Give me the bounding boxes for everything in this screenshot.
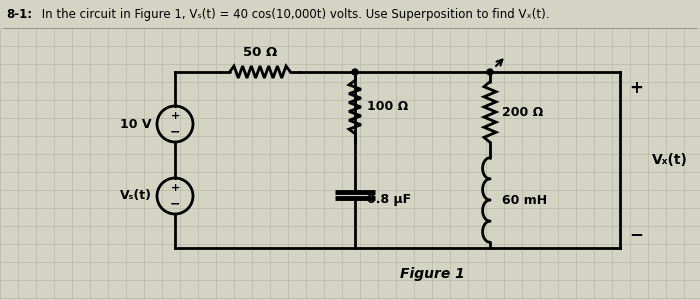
Circle shape	[352, 69, 358, 75]
Text: 60 mH: 60 mH	[502, 194, 547, 206]
Text: 10 V: 10 V	[120, 118, 152, 130]
Text: +: +	[170, 111, 180, 122]
Text: −: −	[629, 225, 643, 243]
Text: Vₛ(t): Vₛ(t)	[120, 190, 152, 202]
Text: −: −	[169, 125, 181, 138]
Text: In the circuit in Figure 1, Vₛ(t) = 40 cos(10,000t) volts. Use Superposition to : In the circuit in Figure 1, Vₛ(t) = 40 c…	[38, 8, 550, 21]
Text: 100 Ω: 100 Ω	[367, 100, 408, 113]
Text: 8-1:: 8-1:	[6, 8, 32, 21]
Text: Vₓ(t): Vₓ(t)	[652, 153, 688, 167]
Circle shape	[487, 69, 493, 75]
Text: 50 Ω: 50 Ω	[243, 46, 277, 59]
Text: +: +	[170, 183, 180, 194]
Text: −: −	[169, 197, 181, 210]
Text: Figure 1: Figure 1	[400, 267, 465, 281]
Text: +: +	[629, 79, 643, 97]
Text: 0.8 μF: 0.8 μF	[367, 194, 411, 206]
Text: 200 Ω: 200 Ω	[502, 106, 543, 118]
